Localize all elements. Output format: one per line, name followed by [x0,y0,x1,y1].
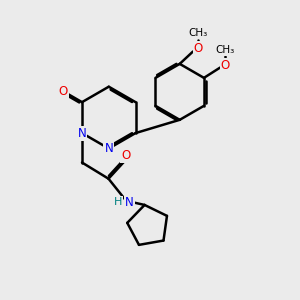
Text: N: N [104,142,113,155]
Text: CH₃: CH₃ [189,28,208,38]
Text: N: N [125,196,134,209]
Text: CH₃: CH₃ [216,45,235,55]
Text: O: O [221,59,230,72]
Text: N: N [78,127,86,140]
Text: O: O [122,149,131,162]
Text: O: O [194,42,203,55]
Text: O: O [58,85,68,98]
Text: H: H [114,197,122,207]
